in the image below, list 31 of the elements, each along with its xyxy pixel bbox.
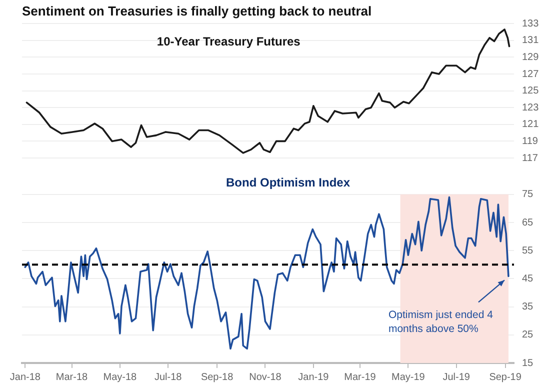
chart-title: Bond Optimism Index [226, 176, 350, 190]
y-tick-label: 35 [522, 302, 534, 313]
y-tick-label: 65 [522, 217, 534, 228]
x-tick-label: Jan-19 [298, 372, 330, 383]
x-tick-label: Nov-18 [249, 372, 282, 383]
x-tick-label: Jan-18 [10, 372, 41, 383]
y-tick-label: 129 [522, 52, 540, 63]
y-tick-label: 133 [522, 18, 540, 30]
y-tick-label: 117 [522, 152, 538, 164]
y-tick-label: 25 [522, 330, 534, 341]
x-tick-label: Mar-19 [344, 372, 376, 383]
x-tick-label: Jul-18 [154, 372, 182, 383]
y-tick-label: 123 [522, 102, 540, 114]
y-tick-label: 45 [522, 273, 534, 284]
y-tick-label: 131 [522, 35, 540, 46]
x-tick-label: Sep-19 [489, 372, 522, 383]
y-tick-label: 125 [522, 86, 540, 97]
y-tick-label: 121 [522, 119, 540, 130]
annotation: Optimism just ended 4 months above 50% [388, 309, 494, 336]
y-tick-label: 127 [522, 68, 540, 80]
x-tick-label: Jul-19 [442, 372, 470, 383]
y-tick-label: 119 [522, 136, 538, 147]
x-tick-label: Mar-18 [56, 372, 88, 383]
y-tick-label: 15 [522, 358, 534, 369]
chart-title: Sentiment on Treasuries is finally getting back to neutral [22, 3, 372, 18]
x-tick-label: Sep-18 [200, 372, 234, 383]
text: 10-Year Treasury Futures [156, 34, 301, 49]
y-tick-label: 55 [522, 245, 534, 256]
x-tick-label: May-19 [391, 372, 426, 383]
x-tick-label: May-18 [103, 372, 138, 383]
y-tick-label: 75 [522, 189, 534, 200]
